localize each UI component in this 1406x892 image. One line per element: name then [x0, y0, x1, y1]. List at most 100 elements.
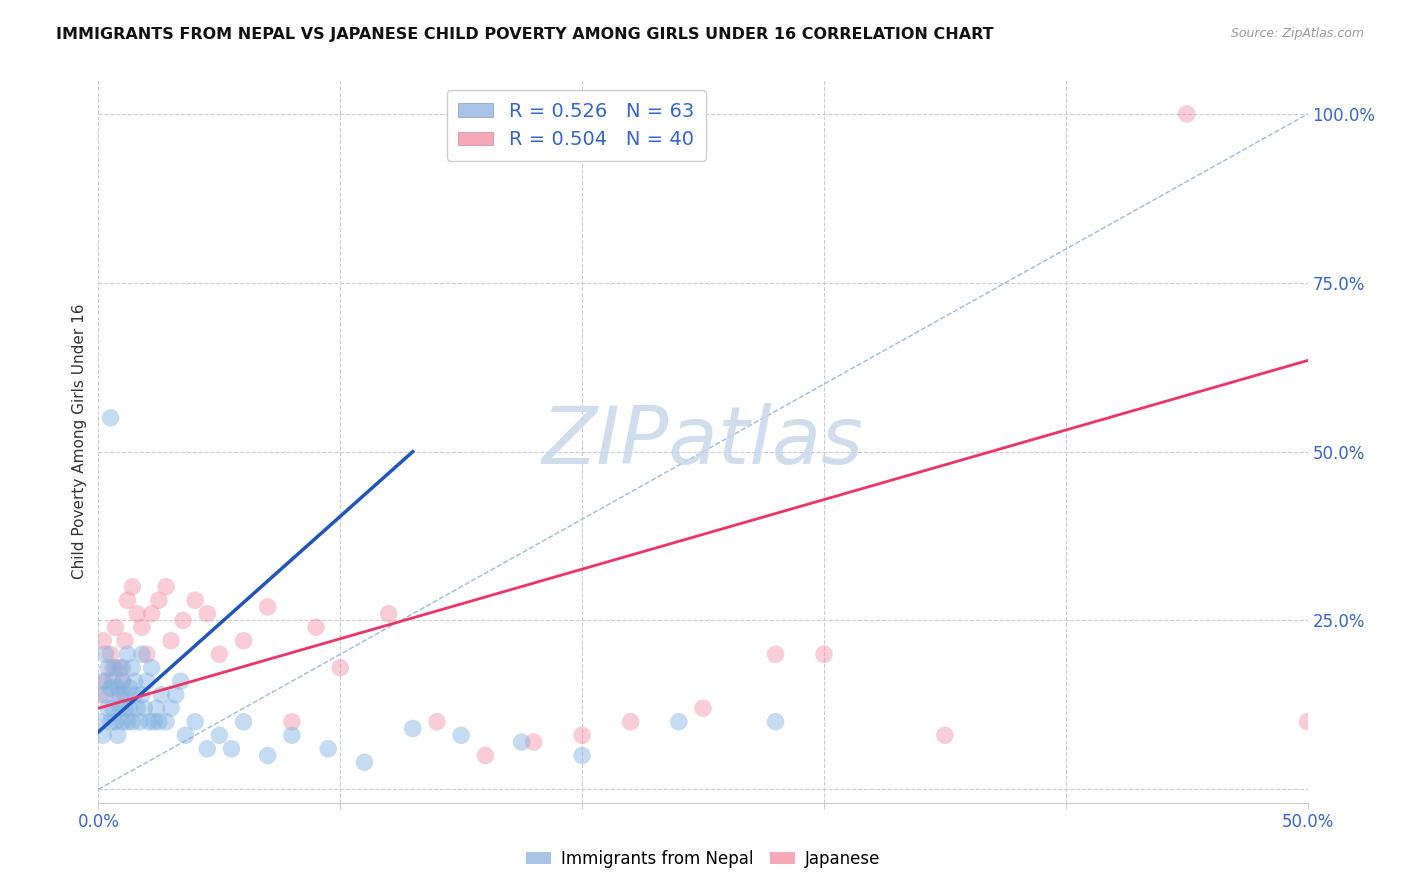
Point [523, 735, 546, 749]
Point [117, 714, 139, 729]
Point [124, 674, 146, 689]
Point [108, 661, 131, 675]
Point [474, 748, 496, 763]
Point [329, 661, 352, 675]
Point [143, 714, 166, 729]
Point [765, 647, 787, 661]
Point [195, 607, 218, 621]
Point [148, 593, 170, 607]
Point [107, 681, 129, 695]
Point [208, 647, 231, 661]
Point [232, 633, 254, 648]
Point [1175, 107, 1198, 121]
Point [108, 701, 131, 715]
Point [114, 633, 136, 648]
Point [281, 728, 304, 742]
Point [377, 607, 399, 621]
Point [91, 633, 114, 648]
Point [426, 714, 449, 729]
Point [128, 714, 150, 729]
Point [97, 701, 120, 715]
Point [131, 688, 153, 702]
Point [316, 741, 339, 756]
Point [131, 647, 153, 661]
Point [101, 661, 124, 675]
Point [221, 741, 243, 756]
Point [100, 411, 122, 425]
Point [131, 620, 153, 634]
Point [108, 688, 131, 702]
Point [195, 741, 218, 756]
Point [111, 661, 134, 675]
Point [91, 674, 114, 689]
Point [155, 714, 177, 729]
Point [571, 748, 593, 763]
Point [141, 607, 163, 621]
Point [174, 728, 197, 742]
Point [184, 714, 207, 729]
Point [118, 681, 141, 695]
Point [692, 701, 714, 715]
Point [127, 701, 149, 715]
Point [402, 722, 425, 736]
Point [118, 701, 141, 715]
Point [571, 728, 593, 742]
Point [94, 688, 117, 702]
Point [160, 633, 183, 648]
Point [111, 674, 134, 689]
Point [104, 620, 127, 634]
Point [184, 593, 207, 607]
Point [100, 681, 122, 695]
Point [141, 661, 163, 675]
Point [165, 688, 187, 702]
Point [155, 580, 177, 594]
Text: ZIPatlas: ZIPatlas [541, 402, 865, 481]
Point [97, 661, 120, 675]
Point [111, 714, 134, 729]
Point [148, 714, 170, 729]
Point [208, 728, 231, 742]
Point [117, 647, 139, 661]
Point [160, 701, 183, 715]
Point [1296, 714, 1319, 729]
Point [305, 620, 328, 634]
Point [104, 661, 127, 675]
Point [121, 714, 143, 729]
Point [813, 647, 835, 661]
Point [100, 647, 122, 661]
Point [150, 688, 173, 702]
Point [94, 647, 117, 661]
Point [510, 735, 533, 749]
Point [114, 701, 136, 715]
Point [353, 756, 375, 770]
Text: Source: ZipAtlas.com: Source: ZipAtlas.com [1230, 27, 1364, 40]
Y-axis label: Child Poverty Among Girls Under 16: Child Poverty Among Girls Under 16 [72, 304, 87, 579]
Point [256, 748, 278, 763]
Point [450, 728, 472, 742]
Point [124, 688, 146, 702]
Point [107, 688, 129, 702]
Point [256, 599, 278, 614]
Point [232, 714, 254, 729]
Point [90, 688, 112, 702]
Point [94, 674, 117, 689]
Point [172, 614, 194, 628]
Point [619, 714, 641, 729]
Point [281, 714, 304, 729]
Point [765, 714, 787, 729]
Point [111, 674, 134, 689]
Legend: Immigrants from Nepal, Japanese: Immigrants from Nepal, Japanese [519, 844, 887, 875]
Point [138, 714, 160, 729]
Point [91, 728, 114, 742]
Point [101, 674, 124, 689]
Point [100, 714, 122, 729]
Point [668, 714, 690, 729]
Point [145, 701, 167, 715]
Legend: R = 0.526   N = 63, R = 0.504   N = 40: R = 0.526 N = 63, R = 0.504 N = 40 [447, 90, 706, 161]
Point [135, 674, 157, 689]
Point [169, 674, 191, 689]
Point [114, 688, 136, 702]
Point [104, 714, 127, 729]
Text: IMMIGRANTS FROM NEPAL VS JAPANESE CHILD POVERTY AMONG GIRLS UNDER 16 CORRELATION: IMMIGRANTS FROM NEPAL VS JAPANESE CHILD … [56, 27, 994, 42]
Point [121, 580, 143, 594]
